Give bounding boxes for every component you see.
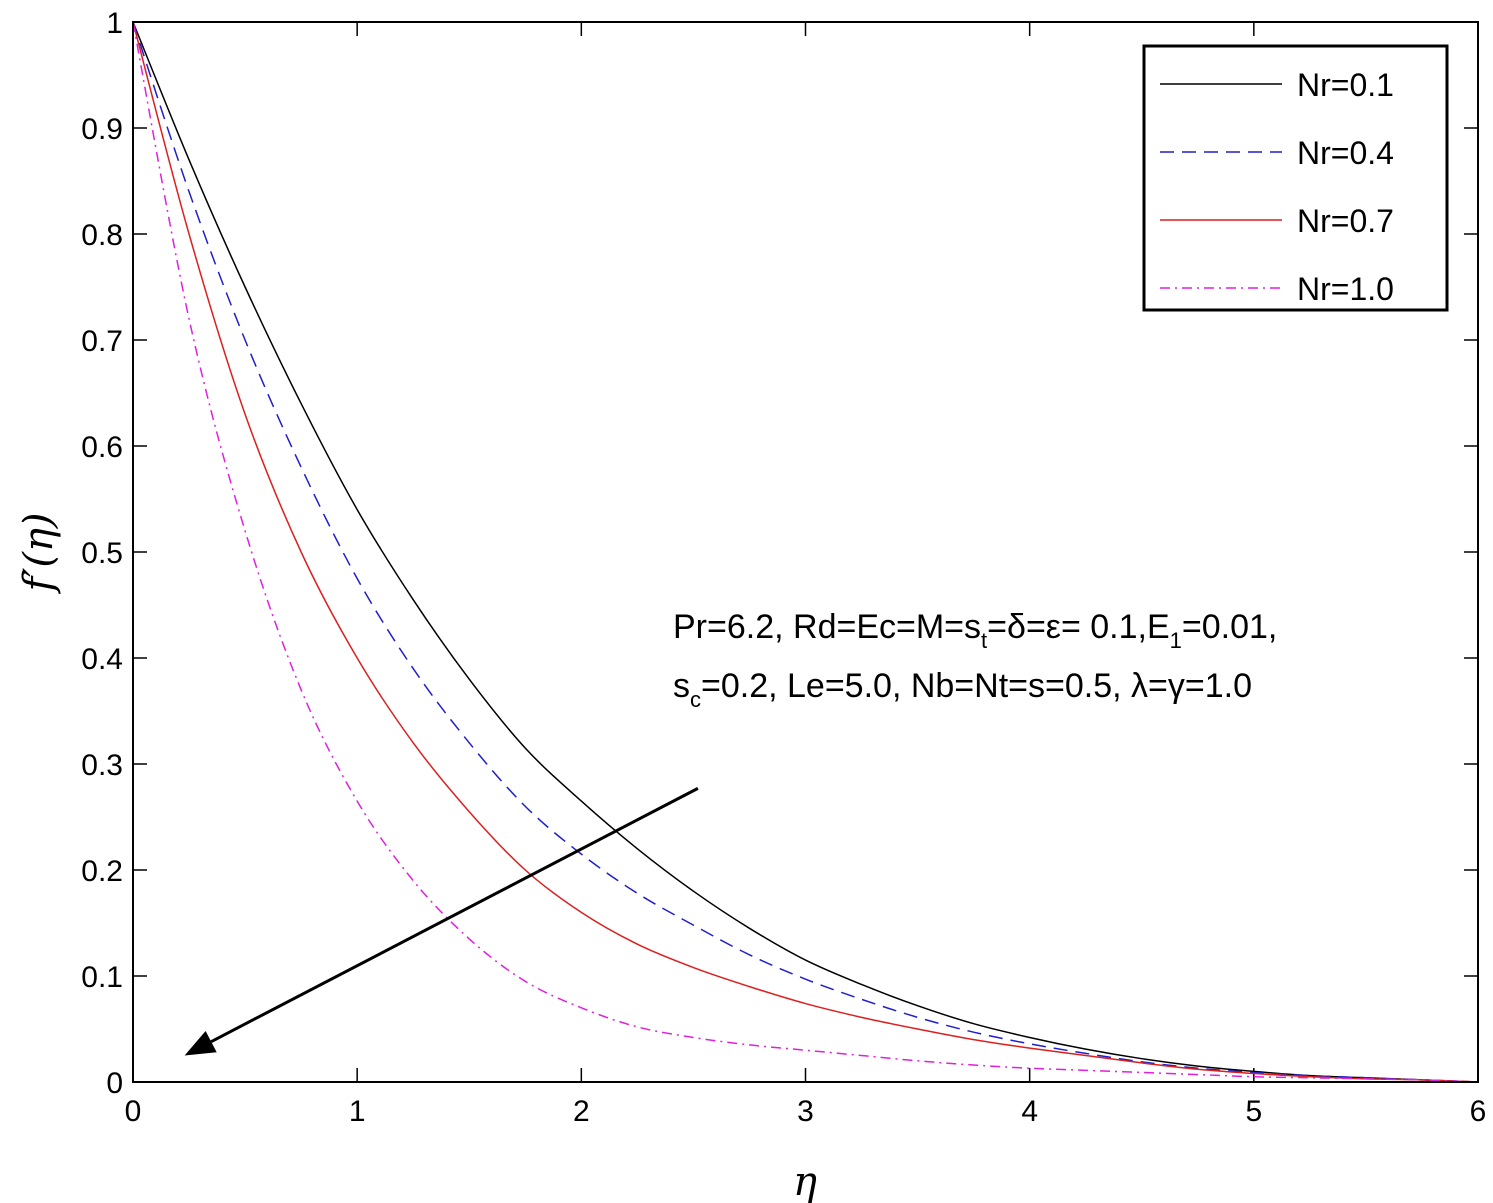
x-tick-label: 0 <box>125 1095 142 1128</box>
series-line-3 <box>132 21 1479 1083</box>
y-tick-labels: 0 0.1 0.2 0.3 0.4 0.5 0.6 0.7 0.8 0.9 1 <box>81 7 123 1100</box>
series-lines <box>132 21 1479 1083</box>
y-tick-label: 0.5 <box>81 537 123 570</box>
legend: Nr=0.1 Nr=0.4 Nr=0.7 Nr=1.0 <box>1142 44 1449 312</box>
y-axis-label: f′(η) <box>16 512 62 594</box>
x-tick-label: 3 <box>797 1095 814 1128</box>
x-tick-label: 6 <box>1470 1095 1487 1128</box>
y-tick-label: 0.4 <box>81 643 123 676</box>
x-tick-labels: 0 1 2 3 4 5 6 <box>125 1095 1487 1128</box>
trend-arrow <box>184 787 699 1056</box>
y-tick-label: 0.2 <box>81 855 123 888</box>
x-tick-label: 1 <box>349 1095 366 1128</box>
y-tick-label: 0.3 <box>81 749 123 782</box>
series-line-2 <box>132 21 1479 1083</box>
parameter-annotation: Pr=6.2, Rd=Ec=M=st=δ=ε= 0.1,E1=0.01, sc=… <box>673 608 1277 712</box>
y-tick-label: 1 <box>106 7 123 40</box>
y-tick-label: 0.8 <box>81 219 123 252</box>
x-tick-label: 5 <box>1245 1095 1262 1128</box>
legend-box <box>1142 44 1449 312</box>
plot-area-frame <box>132 21 1479 1083</box>
y-tick-label: 0.7 <box>81 325 123 358</box>
legend-label: Nr=1.0 <box>1297 271 1394 307</box>
x-tick-label: 4 <box>1021 1095 1038 1128</box>
y-tick-label: 0.1 <box>81 961 123 994</box>
arrow-shaft <box>210 787 699 1043</box>
x-tick-label: 2 <box>573 1095 590 1128</box>
x-axis-label: η <box>793 1159 817 1203</box>
legend-label: Nr=0.4 <box>1297 135 1394 171</box>
annotation-line-1: Pr=6.2, Rd=Ec=M=st=δ=ε= 0.1,E1=0.01, <box>673 608 1277 653</box>
y-tick-label: 0 <box>106 1067 123 1100</box>
y-tick-label: 0.9 <box>81 113 123 146</box>
legend-label: Nr=0.1 <box>1297 67 1394 103</box>
series-line-1 <box>132 21 1479 1083</box>
legend-label: Nr=0.7 <box>1297 203 1394 239</box>
annotation-line-2: sc=0.2, Le=5.0, Nb=Nt=s=0.5, λ=γ=1.0 <box>673 667 1252 712</box>
arrow-head <box>184 1031 217 1056</box>
y-tick-label: 0.6 <box>81 431 123 464</box>
series-line-4 <box>132 21 1479 1083</box>
